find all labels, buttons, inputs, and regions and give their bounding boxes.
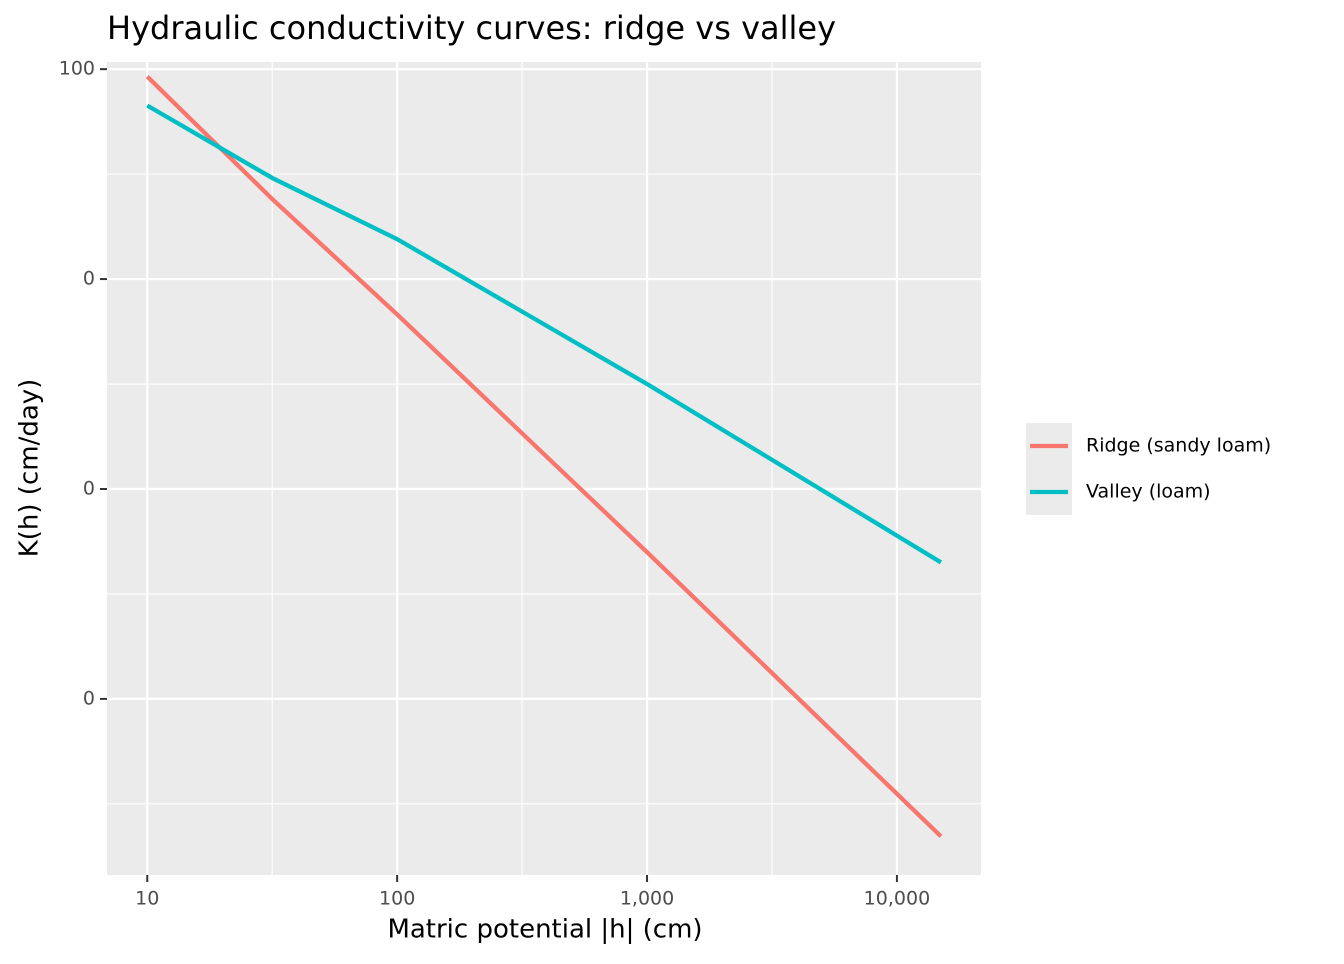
y-axis-label: K(h) (cm/day) <box>15 379 45 558</box>
x-tick-label: 100 <box>379 888 415 910</box>
data-line <box>146 103 943 565</box>
y-tick-label: 0 <box>83 687 95 709</box>
x-axis-label: Matric potential |h| (cm) <box>387 915 702 945</box>
data-line <box>145 75 943 838</box>
legend-label: Ridge (sandy loam) <box>1086 435 1271 457</box>
x-tick-label: 10,000 <box>864 888 930 910</box>
y-tick-label: 0 <box>83 268 95 290</box>
chart-title: Hydraulic conductivity curves: ridge vs … <box>107 9 836 47</box>
legend-key-background <box>1026 423 1072 515</box>
plot-background <box>107 62 981 875</box>
legend-label: Valley (loam) <box>1086 481 1211 503</box>
y-tick-label: 0 <box>83 477 95 499</box>
x-tick-label: 1,000 <box>620 888 674 910</box>
x-tick-label: 10 <box>135 888 159 910</box>
y-tick-label: 100 <box>59 58 95 80</box>
